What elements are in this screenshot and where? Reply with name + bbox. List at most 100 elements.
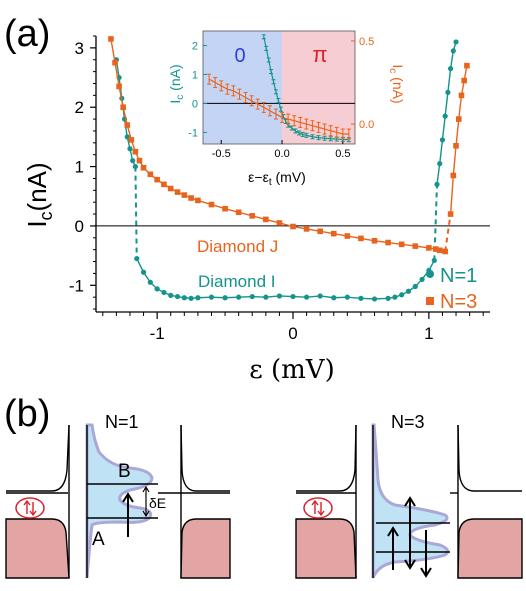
left-lead-dos-upper [6, 424, 70, 492]
inset-left-tick-label: 2 [192, 40, 198, 52]
point-n1 [168, 292, 174, 298]
y-tick-label: 1 [75, 158, 84, 177]
point-n1 [331, 295, 337, 301]
point-n3 [458, 92, 465, 99]
main-plot-series [108, 36, 470, 302]
point-n1 [236, 294, 242, 300]
point-n3 [188, 195, 194, 201]
right-lead-dos-upper [180, 424, 230, 492]
point-n1 [385, 295, 391, 301]
point-n3 [161, 181, 167, 188]
point-n1 [344, 294, 350, 300]
inset-x-tick-label: 0.5 [335, 148, 350, 160]
inset-series-line-n3 [208, 78, 349, 135]
point-n3 [455, 116, 462, 122]
inset-x-axis-title: ε−εt (mV) [248, 169, 306, 188]
point-n3 [147, 171, 154, 178]
point-n3 [124, 122, 131, 128]
point-n3 [208, 201, 215, 208]
point-n3 [344, 233, 351, 239]
y-tick-label: 0 [75, 217, 84, 236]
point-n3 [116, 83, 122, 90]
point-n1 [161, 289, 167, 296]
point-n3 [432, 246, 439, 252]
arrow-up-icon [122, 492, 134, 537]
label-A: A [92, 529, 105, 550]
point-n1 [154, 286, 160, 292]
point-n3 [330, 230, 337, 237]
point-n1 [147, 279, 153, 285]
inset-plot: -1 0 1 2 0.0 0.5 -0.5 0.0 0.5 0 π Ic (nA) Ic (nA… [167, 30, 406, 188]
inset-x-tick-label: 0.0 [274, 148, 289, 160]
point-n1 [419, 276, 425, 282]
point-n1 [358, 295, 364, 301]
point-n1 [174, 293, 181, 300]
point-n1 [317, 293, 323, 299]
point-n3 [385, 239, 391, 246]
point-n1 [130, 158, 136, 164]
inset-left-tick-label: 0 [192, 98, 198, 110]
inset-left-tick-label: -1 [188, 127, 198, 139]
point-n1 [140, 269, 147, 275]
schematic-n1: N=1 B A δE [5, 412, 231, 579]
arrow-updown-icon-n3 [404, 496, 416, 570]
inset-right-tick-label: 0.5 [359, 36, 374, 48]
x-tick-label: -1 [150, 324, 165, 343]
point-n1 [303, 294, 310, 300]
point-n3 [235, 209, 242, 216]
point-n3 [140, 164, 147, 171]
inset-frame [202, 30, 356, 145]
point-n1 [127, 146, 133, 152]
inset-region-zero-label: 0 [234, 45, 245, 67]
right-lead-dos-filled-n3 [457, 518, 523, 579]
point-n1 [249, 293, 255, 300]
legend: N=1 N=3 [426, 265, 477, 313]
point-n3 [398, 241, 405, 248]
series-line-n1 [136, 258, 435, 300]
diamond-j-label: Diamond J [197, 237, 278, 256]
point-n3 [453, 143, 459, 149]
point-n3 [120, 104, 126, 111]
point-n3 [371, 237, 378, 244]
point-n3 [263, 216, 269, 223]
point-n1 [442, 113, 448, 119]
jump-dash-n3 [444, 213, 452, 252]
point-n3 [249, 213, 256, 219]
legend-marker-n3 [426, 297, 434, 305]
point-n3 [276, 220, 283, 226]
point-n1 [132, 163, 138, 170]
point-n3 [317, 228, 323, 235]
inset-left-tick-label: 1 [192, 69, 198, 81]
point-n3 [436, 247, 443, 254]
series-line-n3 [449, 65, 468, 215]
y-axis-title: Ic(nA) [22, 162, 56, 227]
y-tick-label: 3 [75, 39, 84, 58]
point-n3 [412, 243, 419, 249]
point-n3 [128, 137, 135, 143]
point-n1 [412, 283, 418, 290]
point-n1 [450, 48, 456, 54]
right-lead-dos-filled [180, 518, 231, 579]
left-lead-dos-filled [5, 518, 70, 579]
point-n3 [303, 226, 310, 232]
left-lead-dos-filled-n3 [295, 518, 357, 579]
inset-series [207, 34, 351, 143]
point-n1 [208, 294, 215, 300]
arrow-up-icon-n3-a [387, 526, 399, 570]
jump-dash-n1 [134, 166, 138, 259]
arrow-down-icon-n3 [420, 530, 432, 578]
point-n3 [112, 59, 118, 66]
inset-axes: -1 0 1 2 0.0 0.5 -0.5 0.0 0.5 [188, 30, 374, 160]
point-n3 [132, 148, 139, 155]
point-n1 [222, 295, 228, 301]
series-line-n1 [436, 41, 457, 185]
schematic-n3-title: N=3 [391, 412, 425, 432]
point-n1 [181, 295, 187, 301]
inset-right-tick-label: 0.0 [359, 119, 374, 131]
right-lead-dos-upper-n3 [457, 424, 522, 492]
point-n3 [222, 205, 228, 212]
diamond-i-label: Diamond I [198, 272, 275, 291]
legend-marker-n1 [426, 270, 434, 278]
point-n3 [154, 176, 160, 183]
point-n3 [461, 77, 467, 84]
